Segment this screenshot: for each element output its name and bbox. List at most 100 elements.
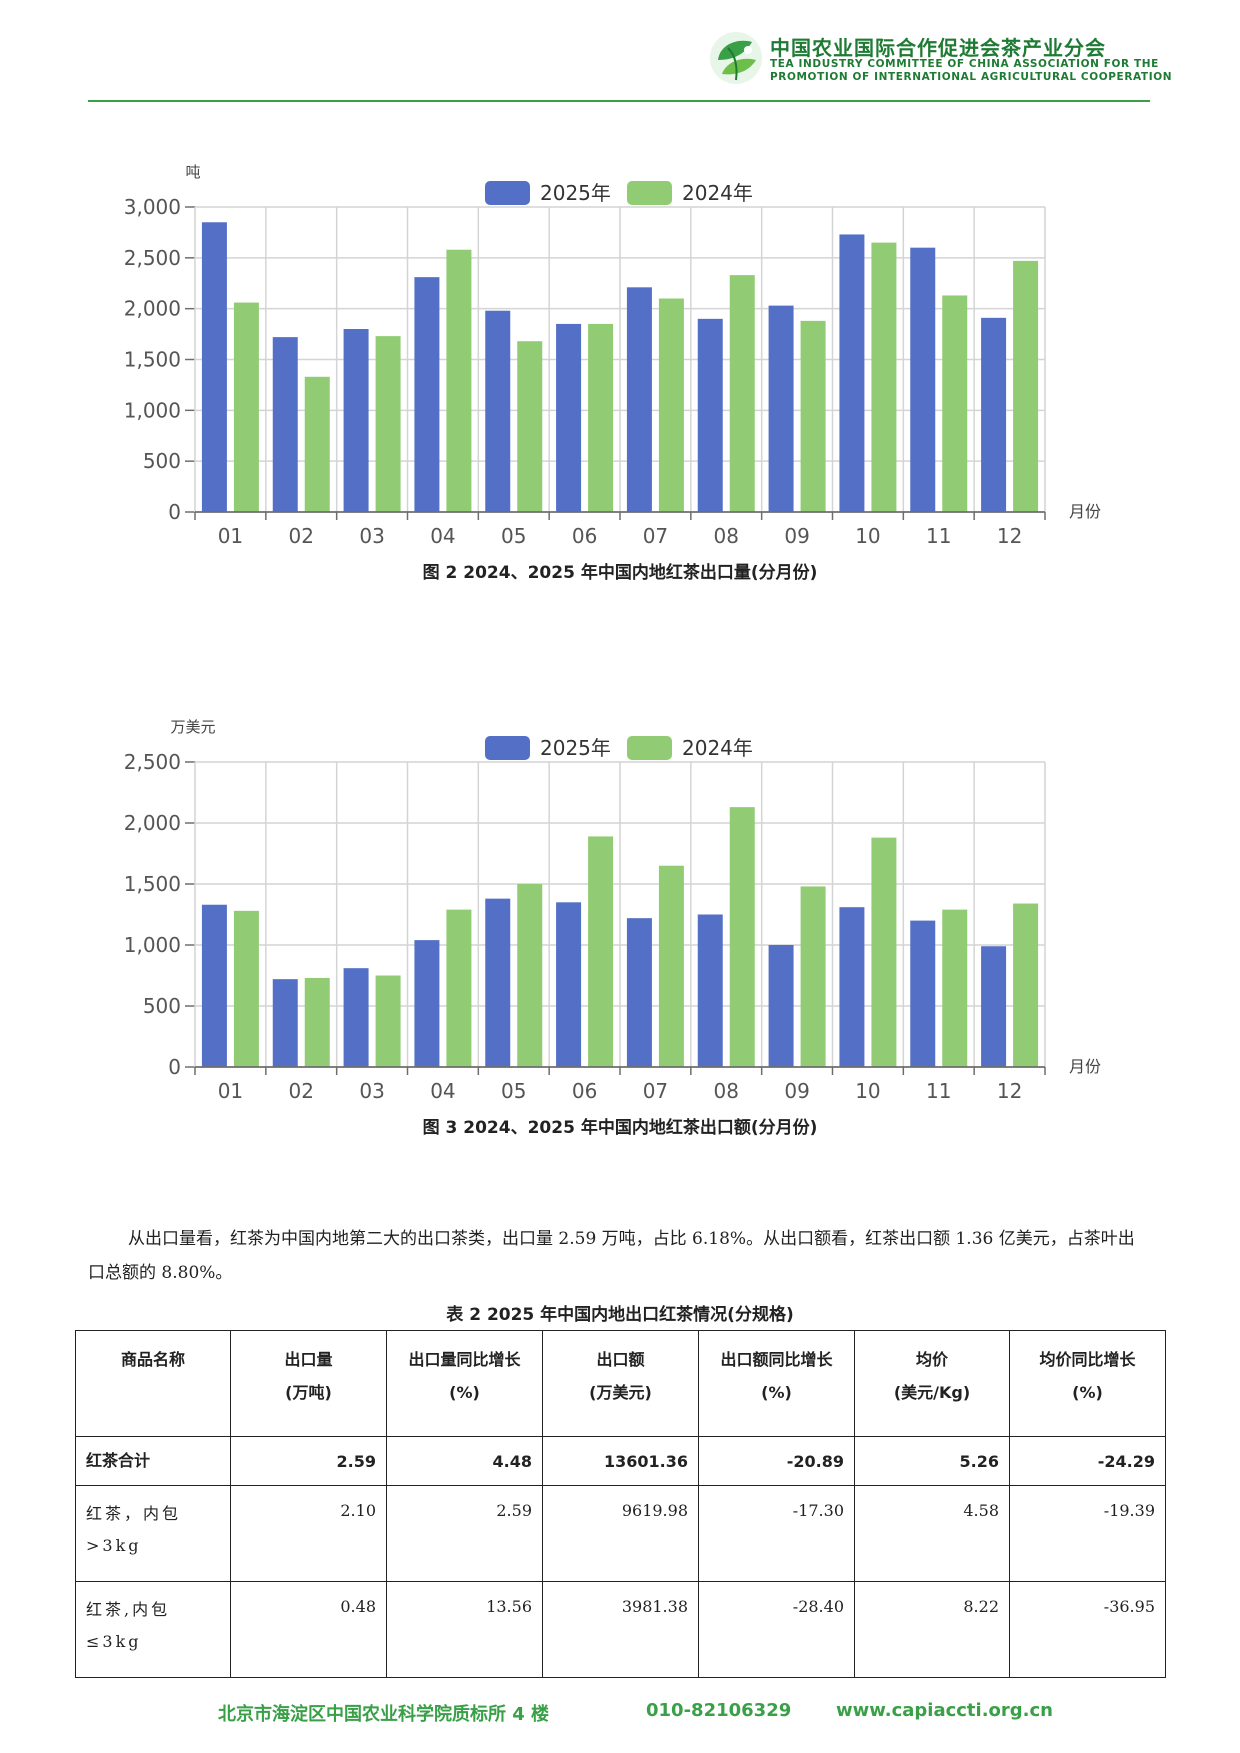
x-tick-label: 01 [218, 1079, 243, 1103]
legend-label: 2025年 [540, 181, 611, 205]
export-volume-chart-svg: 吨 2025年 2024年 0 500 1,000 1,500 2,000 2,500 3,000… [124, 163, 1101, 583]
x-tick-label: 08 [714, 524, 739, 548]
y-tick-label: 0 [168, 1055, 181, 1079]
org-name-en-line1: TEA INDUSTRY COMMITTEE OF CHINA ASSOCIAT… [770, 58, 1159, 70]
tea-leaf-logo-icon [710, 32, 762, 84]
table-row: 红茶合计 2.59 4.48 13601.36 -20.89 5.26 -24.… [75, 1436, 1166, 1486]
y-tick-label: 500 [143, 994, 181, 1018]
table-cell: 2.59 [386, 1485, 543, 1582]
bar [1013, 260, 1039, 512]
org-name-cn: 中国农业国际合作促进会茶产业分会 [770, 36, 1106, 60]
header-value-growth: 出口额同比增长 (%) [698, 1330, 855, 1437]
header-avg-price-growth: 均价同比增长 (%) [1009, 1330, 1166, 1437]
bar [910, 920, 936, 1067]
x-tick-label: 04 [430, 1079, 455, 1103]
table-cell: -19.39 [1009, 1485, 1166, 1582]
y-tick-label: 2,000 [124, 297, 181, 321]
x-axis-label: 月份 [1069, 502, 1101, 521]
x-tick-label: 01 [218, 524, 243, 548]
export-value-chart: 万美元 2025年 2024年 0 500 1,000 1,500 2,000 2,500 01 0… [0, 710, 1240, 1150]
table-row: 红茶，内包>3kg 2.10 2.59 9619.98 -17.30 4.58 … [75, 1485, 1166, 1582]
legend-label: 2024年 [682, 736, 753, 760]
legend-label: 2024年 [682, 181, 753, 205]
x-tick-label: 09 [784, 524, 809, 548]
x-tick-label: 03 [359, 524, 384, 548]
x-tick-label: 11 [926, 524, 951, 548]
table-cell: 2.59 [230, 1436, 387, 1486]
bar [626, 287, 652, 512]
table-cell: -20.89 [698, 1436, 855, 1486]
table-cell: 0.48 [230, 1581, 387, 1678]
y-unit-label: 万美元 [170, 718, 215, 736]
y-tick-label: 2,500 [124, 246, 181, 270]
bar [414, 277, 440, 512]
y-unit-label: 吨 [185, 163, 200, 181]
table-cell: -17.30 [698, 1485, 855, 1582]
bar [942, 909, 968, 1067]
legend-label: 2025年 [540, 736, 611, 760]
summary-paragraph: 从出口量看，红茶为中国内地第二大的出口茶类，出口量 2.59 万吨，占比 6.1… [88, 1229, 1135, 1283]
header-volume: 出口量 (万吨) [230, 1330, 387, 1437]
export-value-chart-svg: 万美元 2025年 2024年 0 500 1,000 1,500 2,000 2,500 01 0… [124, 718, 1101, 1138]
table-cell: 红茶,内包≤3kg [75, 1581, 231, 1678]
table-caption: 表 2 2025 年中国内地出口红茶情况(分规格) [446, 1305, 794, 1325]
legend-swatch [627, 181, 672, 205]
table-cell: 13601.36 [542, 1436, 699, 1486]
x-tick-label: 10 [855, 1079, 880, 1103]
bar [800, 320, 826, 512]
table-cell: 4.58 [854, 1485, 1010, 1582]
y-tick-label: 1,500 [124, 348, 181, 372]
bar [729, 275, 755, 512]
table-cell: 13.56 [386, 1581, 543, 1678]
export-volume-chart: 吨 2025年 2024年 0 500 1,000 1,500 2,000 2,500 3,000… [0, 155, 1240, 595]
x-tick-label: 04 [430, 524, 455, 548]
x-tick-label: 11 [926, 1079, 951, 1103]
y-tick-label: 0 [168, 500, 181, 524]
table-cell: 红茶合计 [75, 1436, 231, 1486]
bar [588, 323, 614, 512]
bar [446, 909, 472, 1067]
table-cell: 2.10 [230, 1485, 387, 1582]
bar [588, 836, 614, 1067]
bar [517, 884, 543, 1067]
bar [556, 902, 582, 1067]
bar [839, 234, 865, 512]
table-cell: 红茶，内包>3kg [75, 1485, 231, 1582]
y-tick-label: 3,000 [124, 195, 181, 219]
table-cell: -24.29 [1009, 1436, 1166, 1486]
table-cell: 3981.38 [542, 1581, 699, 1678]
x-tick-label: 07 [643, 524, 668, 548]
bar [201, 222, 227, 512]
table-cell: -36.95 [1009, 1581, 1166, 1678]
y-tick-label: 2,500 [124, 750, 181, 774]
table-cell: 8.22 [854, 1581, 1010, 1678]
x-tick-label: 09 [784, 1079, 809, 1103]
bar [272, 979, 298, 1067]
table-cell: -28.40 [698, 1581, 855, 1678]
bar [233, 302, 259, 512]
x-tick-label: 06 [572, 1079, 597, 1103]
table-header-row: 商品名称 出口量 (万吨) 出口量同比增长 (%) 出口额 (万美元) 出口额同比增长… [75, 1330, 1166, 1437]
bar [343, 329, 369, 512]
footer-website[interactable]: www.capiaccti.org.cn [836, 1700, 1053, 1721]
bar [697, 318, 723, 512]
legend-swatch [485, 736, 530, 760]
bar [871, 837, 897, 1067]
figure-caption: 图 2 2024、2025 年中国内地红茶出口量(分月份) [423, 562, 818, 583]
x-tick-label: 05 [501, 524, 526, 548]
legend-swatch [627, 736, 672, 760]
y-tick-label: 1,500 [124, 872, 181, 896]
org-name-en-line2: PROMOTION OF INTERNATIONAL AGRICULTURAL … [770, 71, 1173, 83]
x-axis-label: 月份 [1069, 1057, 1101, 1076]
footer-address: 北京市海淀区中国农业科学院质标所 4 楼 [218, 1704, 550, 1725]
bar [626, 918, 652, 1067]
table-cell: 9619.98 [542, 1485, 699, 1582]
bar [729, 807, 755, 1067]
bar [768, 945, 794, 1067]
bar [697, 914, 723, 1067]
export-spec-table: 商品名称 出口量 (万吨) 出口量同比增长 (%) 出口额 (万美元) 出口额同比增长… [75, 1330, 1166, 1678]
x-tick-label: 05 [501, 1079, 526, 1103]
bar [981, 946, 1007, 1067]
table-cell: 4.48 [386, 1436, 543, 1486]
header-value: 出口额 (万美元) [542, 1330, 699, 1437]
